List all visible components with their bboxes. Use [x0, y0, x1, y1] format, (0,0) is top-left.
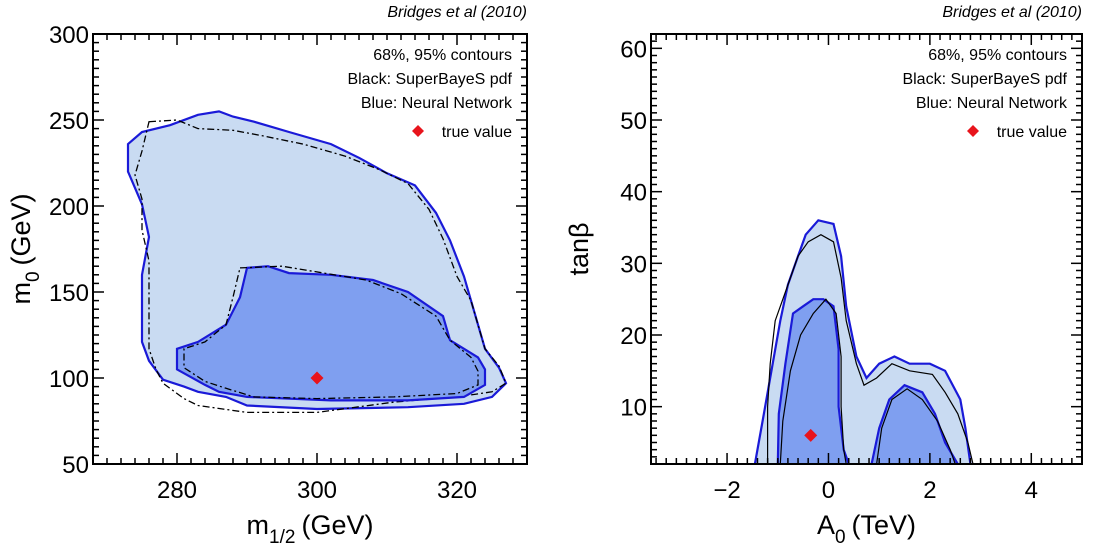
chart1-legend: 68%, 95% contours Black: SuperBayeS pdf Bl… [347, 47, 513, 141]
chart1: 280 300 320 50 100 150 200 250 300 Bridges et al … [6, 4, 528, 548]
chart2-title: Bridges et al (2010) [942, 4, 1082, 21]
superbayes-68-contour-left [779, 298, 847, 464]
chart2-y-tick-label: 40 [620, 180, 647, 207]
chart2-legend-true-value-marker [967, 125, 979, 137]
superbayes-68-contour [183, 265, 479, 400]
chart1-legend-true-value: true value [442, 124, 512, 141]
chart1-title: Bridges et al (2010) [387, 4, 527, 21]
chart2-x-axis-label-unit: (TeV) [852, 510, 917, 540]
true-value-marker [310, 371, 324, 385]
chart2-legend-true-value: true value [997, 124, 1067, 141]
chart2-y-tick-label: 10 [620, 395, 647, 422]
chart1-x-axis-label-unit: (GeV) [301, 510, 373, 540]
chart2-y-tick-label: 20 [620, 323, 647, 350]
chart1-y-tick-label: 150 [49, 280, 89, 307]
chart2-x-axis-label: A0 (TeV) [817, 510, 916, 548]
chart2-y-tick-label: 50 [620, 108, 647, 135]
chart2-legend-line: Black: SuperBayeS pdf [902, 71, 1067, 88]
nn-68-contour [175, 265, 487, 402]
chart1-x-tick-label: 300 [297, 477, 337, 504]
chart2-x-axis-label-main: A [817, 510, 835, 540]
chart1-legend-line: Blue: Neural Network [361, 95, 513, 112]
chart1-y-axis-label-unit: (GeV) [6, 193, 36, 265]
chart1-legend-line: 68%, 95% contours [373, 47, 512, 64]
chart2-y-tick-label: 30 [620, 251, 647, 278]
true-value-marker [804, 428, 818, 442]
chart1-y-axis-label: m0 (GeV) [6, 193, 44, 304]
chart1-y-tick-label: 250 [49, 108, 89, 135]
chart2-x-tick-label: 4 [1025, 477, 1038, 504]
chart1-x-axis-label-main: m [247, 510, 270, 540]
chart2-y-axis-label-main: tanβ [564, 222, 594, 275]
chart1-x-axis-label-sub: 1/2 [269, 527, 295, 548]
chart1-x-tick-label: 320 [437, 477, 477, 504]
chart2-y-tick-label: 60 [620, 36, 647, 63]
chart2-contours [753, 219, 974, 464]
superbayes-95-contour [134, 119, 507, 414]
chart2-x-tick-label: 2 [923, 477, 936, 504]
chart1-legend-line: Black: SuperBayeS pdf [347, 71, 512, 88]
chart1-y-tick-label: 300 [49, 22, 89, 49]
chart2-legend-line: Blue: Neural Network [916, 95, 1068, 112]
chart1-y-tick-label: 50 [62, 452, 89, 479]
chart1-contours [126, 110, 508, 414]
nn-68-contour-left [776, 298, 850, 464]
chart2-x-tick-label: 0 [822, 477, 835, 504]
chart1-legend-true-value-marker [412, 125, 424, 137]
chart1-y-axis-label-main: m [6, 282, 36, 305]
chart1-y-tick-label: 100 [49, 366, 89, 393]
chart2-y-axis-label: tanβ [564, 222, 594, 275]
chart1-y-axis-label-sub: 0 [23, 271, 44, 282]
chart2-legend-line: 68%, 95% contours [928, 47, 1067, 64]
superbayes-68-contour-right [876, 388, 956, 464]
chart1-y-tick-label: 200 [49, 194, 89, 221]
nn-68-contour-right [870, 383, 959, 464]
chart1-x-axis-label: m1/2 (GeV) [247, 510, 374, 548]
superbayes-95-contour [767, 234, 974, 464]
chart2-x-axis-label-sub: 0 [835, 527, 846, 548]
chart2-x-tick-label: −2 [713, 477, 740, 504]
chart2-legend: 68%, 95% contours Black: SuperBayeS pdf Bl… [902, 47, 1068, 141]
chart1-x-tick-label: 280 [157, 477, 197, 504]
